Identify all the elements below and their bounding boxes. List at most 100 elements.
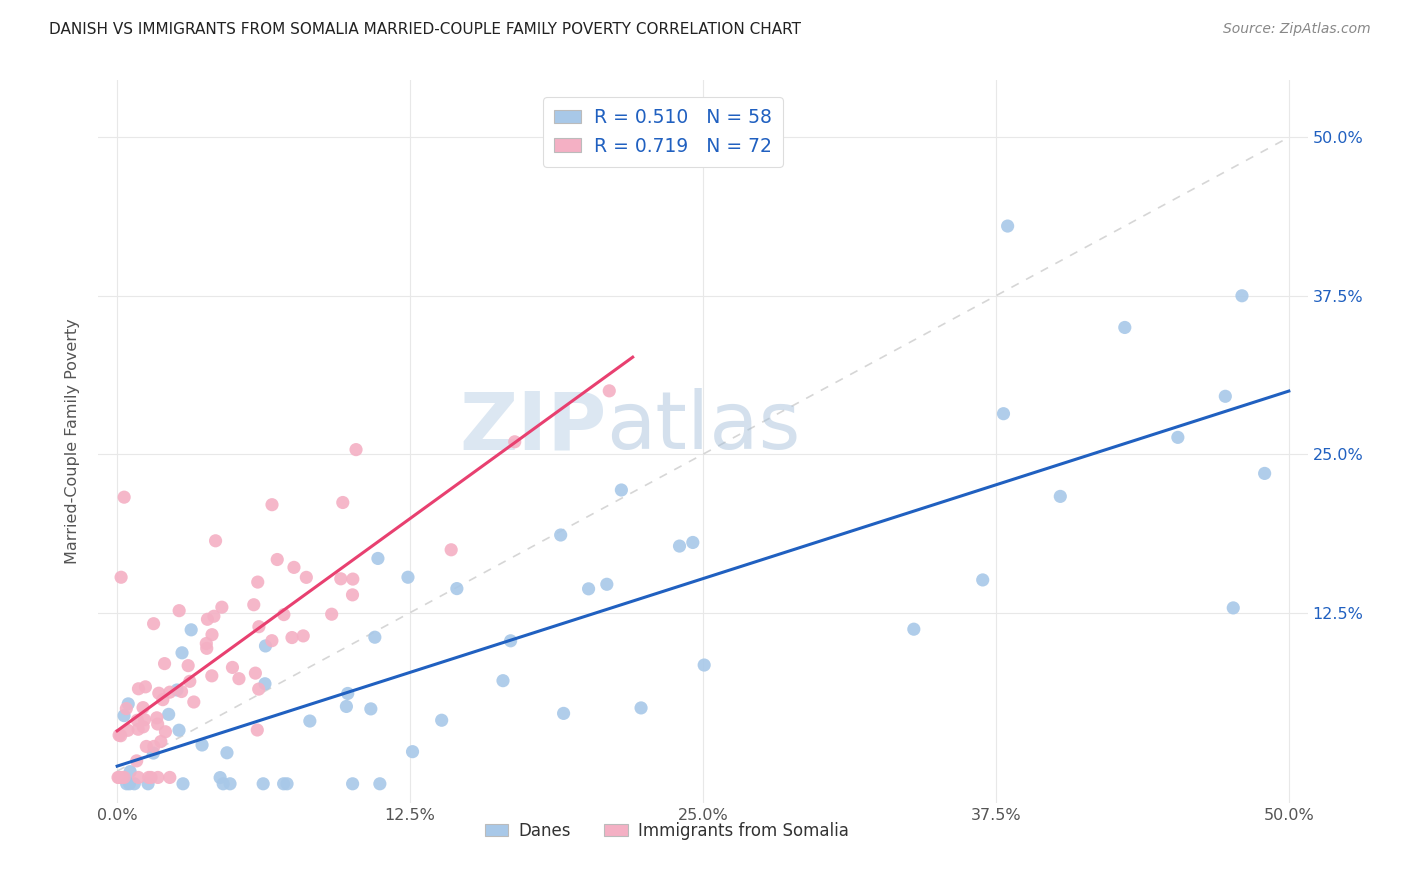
Point <box>127 681 149 696</box>
Point <box>253 677 276 691</box>
Point <box>118 777 141 791</box>
Point <box>219 777 242 791</box>
Point <box>298 714 321 728</box>
Point <box>246 723 269 737</box>
Point <box>112 490 135 504</box>
Point <box>172 777 194 791</box>
Point <box>110 570 132 584</box>
Point <box>146 711 169 725</box>
Point <box>146 771 169 785</box>
Point <box>155 724 177 739</box>
Point <box>550 528 572 542</box>
Point <box>1222 601 1244 615</box>
Point <box>195 636 218 650</box>
Point <box>492 673 515 688</box>
Point <box>111 771 134 785</box>
Point <box>134 680 156 694</box>
Point <box>228 672 250 686</box>
Point <box>440 542 463 557</box>
Point <box>596 577 619 591</box>
Point <box>117 697 139 711</box>
Y-axis label: Married-Couple Family Poverty: Married-Couple Family Poverty <box>65 318 80 565</box>
Point <box>1167 430 1189 444</box>
Point <box>1213 389 1236 403</box>
Point <box>211 600 233 615</box>
Point <box>132 720 155 734</box>
Point <box>246 575 269 590</box>
Point <box>993 407 1015 421</box>
Point <box>127 713 149 727</box>
Point <box>1049 489 1071 503</box>
Point <box>693 658 716 673</box>
Point <box>202 609 225 624</box>
Point <box>499 633 522 648</box>
Point <box>578 582 600 596</box>
Text: DANISH VS IMMIGRANTS FROM SOMALIA MARRIED-COUPLE FAMILY POVERTY CORRELATION CHAR: DANISH VS IMMIGRANTS FROM SOMALIA MARRIE… <box>49 22 801 37</box>
Point <box>260 498 283 512</box>
Point <box>1253 467 1275 481</box>
Point <box>276 777 298 791</box>
Point <box>1114 320 1136 334</box>
Point <box>344 442 367 457</box>
Point <box>107 771 129 785</box>
Point <box>260 633 283 648</box>
Point <box>139 771 162 785</box>
Point <box>180 623 202 637</box>
Point <box>668 539 690 553</box>
Point <box>177 658 200 673</box>
Point <box>598 384 620 398</box>
Point <box>201 669 224 683</box>
Point <box>138 771 160 785</box>
Point <box>136 777 159 791</box>
Point <box>342 777 364 791</box>
Point <box>553 706 575 721</box>
Point <box>125 754 148 768</box>
Point <box>159 685 181 699</box>
Point <box>127 723 149 737</box>
Point <box>152 692 174 706</box>
Point <box>132 700 155 714</box>
Point <box>252 777 274 791</box>
Point <box>630 701 652 715</box>
Point <box>242 598 264 612</box>
Point <box>108 771 131 785</box>
Point <box>342 588 364 602</box>
Text: ZIP: ZIP <box>458 388 606 467</box>
Point <box>266 552 288 566</box>
Point <box>191 738 214 752</box>
Point <box>112 771 135 785</box>
Point <box>273 607 295 622</box>
Point <box>245 666 267 681</box>
Point <box>204 533 226 548</box>
Point <box>254 639 277 653</box>
Point <box>134 713 156 727</box>
Legend: Danes, Immigrants from Somalia: Danes, Immigrants from Somalia <box>478 815 855 847</box>
Point <box>329 572 352 586</box>
Point <box>247 620 270 634</box>
Point <box>120 764 142 779</box>
Point <box>142 616 165 631</box>
Point <box>166 683 188 698</box>
Point <box>321 607 343 622</box>
Point <box>368 777 391 791</box>
Point <box>197 612 219 626</box>
Point <box>273 777 295 791</box>
Point <box>283 560 305 574</box>
Point <box>135 739 157 754</box>
Point <box>148 686 170 700</box>
Point <box>142 739 165 754</box>
Text: atlas: atlas <box>606 388 800 467</box>
Point <box>503 434 526 449</box>
Point <box>142 746 165 760</box>
Point <box>110 729 132 743</box>
Point <box>170 684 193 698</box>
Point <box>247 682 270 697</box>
Point <box>367 551 389 566</box>
Point <box>159 771 181 785</box>
Point <box>972 573 994 587</box>
Point <box>295 570 318 584</box>
Point <box>212 777 235 791</box>
Point <box>117 723 139 738</box>
Point <box>336 686 359 700</box>
Point <box>215 746 238 760</box>
